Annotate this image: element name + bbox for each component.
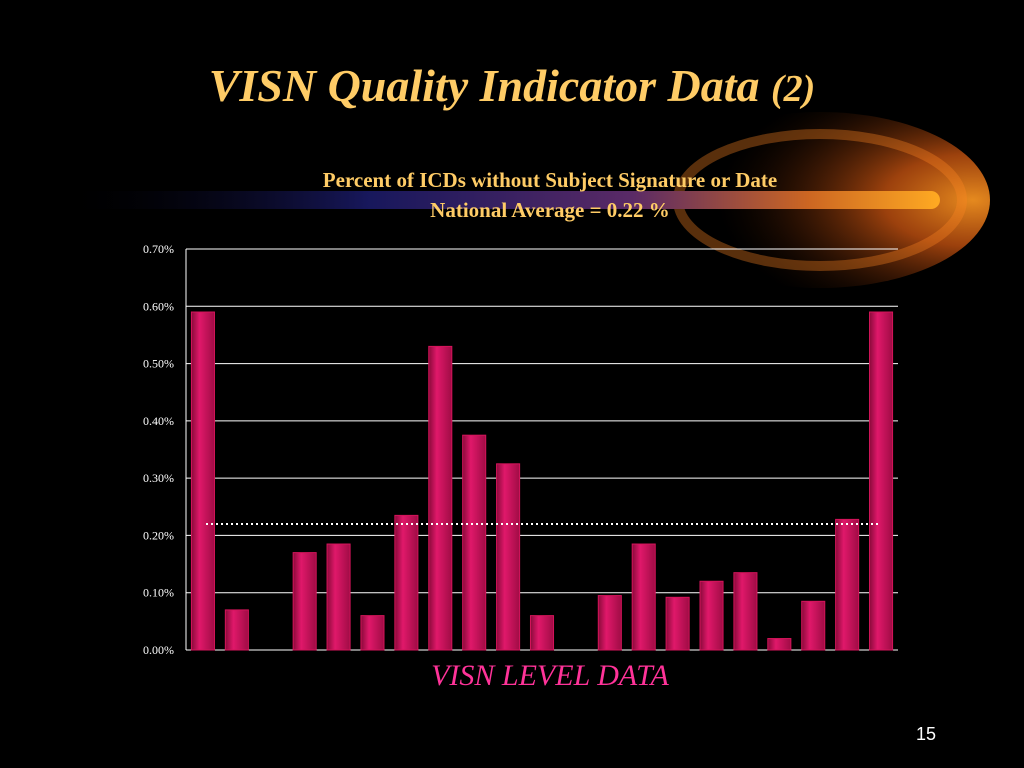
bar — [224, 609, 249, 651]
decorative-swoosh — [60, 112, 990, 288]
bars — [190, 311, 894, 651]
bar — [631, 543, 656, 651]
y-tick-label: 0.20% — [143, 528, 174, 542]
bar — [733, 572, 758, 651]
bar — [292, 552, 317, 651]
y-tick-label: 0.70% — [143, 242, 174, 256]
bar — [326, 543, 351, 651]
y-axis-ticks: 0.00% 0.10% 0.20% 0.30% 0.40% 0.50% 0.60% 0.70% — [143, 242, 174, 657]
bar — [665, 596, 690, 651]
slide-title-main: VISN Quality Indicator Data — [208, 60, 760, 111]
page-number: 15 — [915, 724, 936, 744]
y-tick-label: 0.60% — [143, 299, 174, 313]
chart-title: Percent of ICDs without Subject Signatur… — [322, 168, 778, 192]
bar — [190, 311, 215, 651]
slide-title-number: (2) — [771, 68, 816, 110]
bar — [597, 595, 622, 651]
bar — [428, 345, 453, 651]
slide-title: VISN Quality Indicator Data (2) — [0, 58, 1024, 117]
bar — [529, 615, 555, 651]
bar — [869, 311, 894, 651]
bar — [394, 514, 419, 651]
bar — [462, 434, 487, 651]
bar — [360, 615, 385, 651]
bar — [699, 580, 724, 651]
bar — [767, 638, 792, 651]
chart-subtitle: National Average = 0.22 % — [430, 198, 670, 222]
y-tick-label: 0.50% — [143, 357, 174, 371]
y-tick-label: 0.30% — [143, 471, 174, 485]
y-tick-label: 0.10% — [143, 586, 174, 600]
bar — [801, 600, 826, 651]
bar — [835, 518, 860, 651]
bar — [496, 463, 521, 651]
y-tick-label: 0.00% — [143, 643, 174, 657]
x-axis-label: VISN LEVEL DATA — [431, 659, 669, 692]
y-tick-label: 0.40% — [143, 414, 174, 428]
